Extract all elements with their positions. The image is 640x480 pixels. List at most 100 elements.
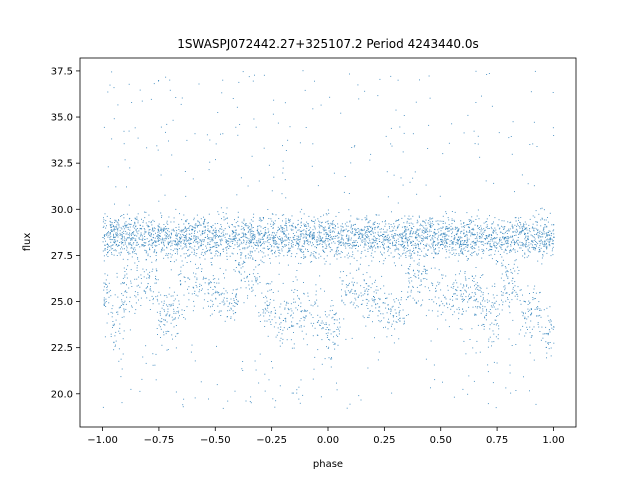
data-point [214,237,216,239]
data-point [232,238,234,240]
data-point [253,231,255,233]
data-point [118,348,120,350]
data-point [467,114,469,116]
data-point [424,221,425,223]
data-point [157,149,159,151]
data-point [501,241,503,243]
data-point [396,249,398,250]
data-point [338,253,340,255]
data-point [401,237,403,239]
data-point [394,244,396,246]
data-point [197,295,199,297]
data-point [491,238,493,240]
data-point [290,228,292,230]
data-point [316,334,318,336]
data-point [434,241,436,242]
data-point [252,289,254,291]
data-point [104,234,106,236]
data-point [165,255,167,256]
data-point [168,228,170,230]
data-point [183,276,185,278]
data-point [155,379,157,381]
data-point [521,174,523,176]
data-point [165,295,167,296]
data-point [110,241,112,243]
data-point [303,234,305,236]
data-point [282,172,284,174]
data-point [318,237,320,239]
data-point [388,223,390,225]
data-point [466,284,468,286]
data-point [482,310,484,312]
data-point [365,231,366,233]
data-point [116,244,117,246]
data-point [351,281,353,283]
data-point [420,242,422,244]
data-point [442,243,444,245]
data-point [163,302,165,304]
data-point [454,293,456,295]
data-point [146,297,148,299]
data-point [181,248,183,250]
data-point [118,360,120,362]
data-point [427,255,428,256]
data-point [434,234,436,236]
data-point [460,220,462,222]
data-point [460,241,462,243]
data-point [187,277,189,279]
data-point [121,235,123,237]
data-point [284,239,286,241]
data-point [255,280,257,282]
data-point [293,301,295,303]
data-point [474,285,475,287]
data-point [514,295,516,297]
data-point [211,238,213,240]
data-point [377,233,379,235]
data-point [551,250,553,252]
data-point [368,221,370,223]
data-point [400,299,402,301]
data-point [550,233,552,235]
data-point [413,231,415,233]
data-point [527,237,529,239]
data-point [302,237,304,239]
data-point [445,226,447,227]
data-point [488,300,490,302]
data-point [284,232,285,234]
data-point [548,342,550,344]
data-point [434,237,436,239]
data-point [148,243,150,245]
data-point [483,222,485,224]
data-point [549,342,551,343]
data-point [497,334,499,336]
data-point [493,297,495,299]
data-point [123,282,125,284]
data-point [448,228,450,229]
data-point [196,253,198,254]
data-point [299,211,301,213]
data-point [123,316,125,318]
data-point [401,233,403,235]
data-point [292,222,294,224]
data-point [337,246,339,248]
data-point [349,221,351,223]
data-point [524,257,526,259]
data-point [474,248,476,249]
data-point [477,306,479,307]
data-point [522,229,524,231]
data-point [149,309,151,310]
data-point [475,288,477,290]
data-point [123,244,125,246]
data-point [115,331,117,333]
data-point [458,247,460,249]
data-point [323,229,325,231]
data-point [367,226,368,228]
data-point [259,217,261,219]
data-point [145,250,147,252]
data-point [175,234,177,236]
data-point [454,226,456,228]
data-point [320,288,322,290]
data-point [272,239,274,241]
data-point [258,234,260,236]
data-point [240,252,242,254]
